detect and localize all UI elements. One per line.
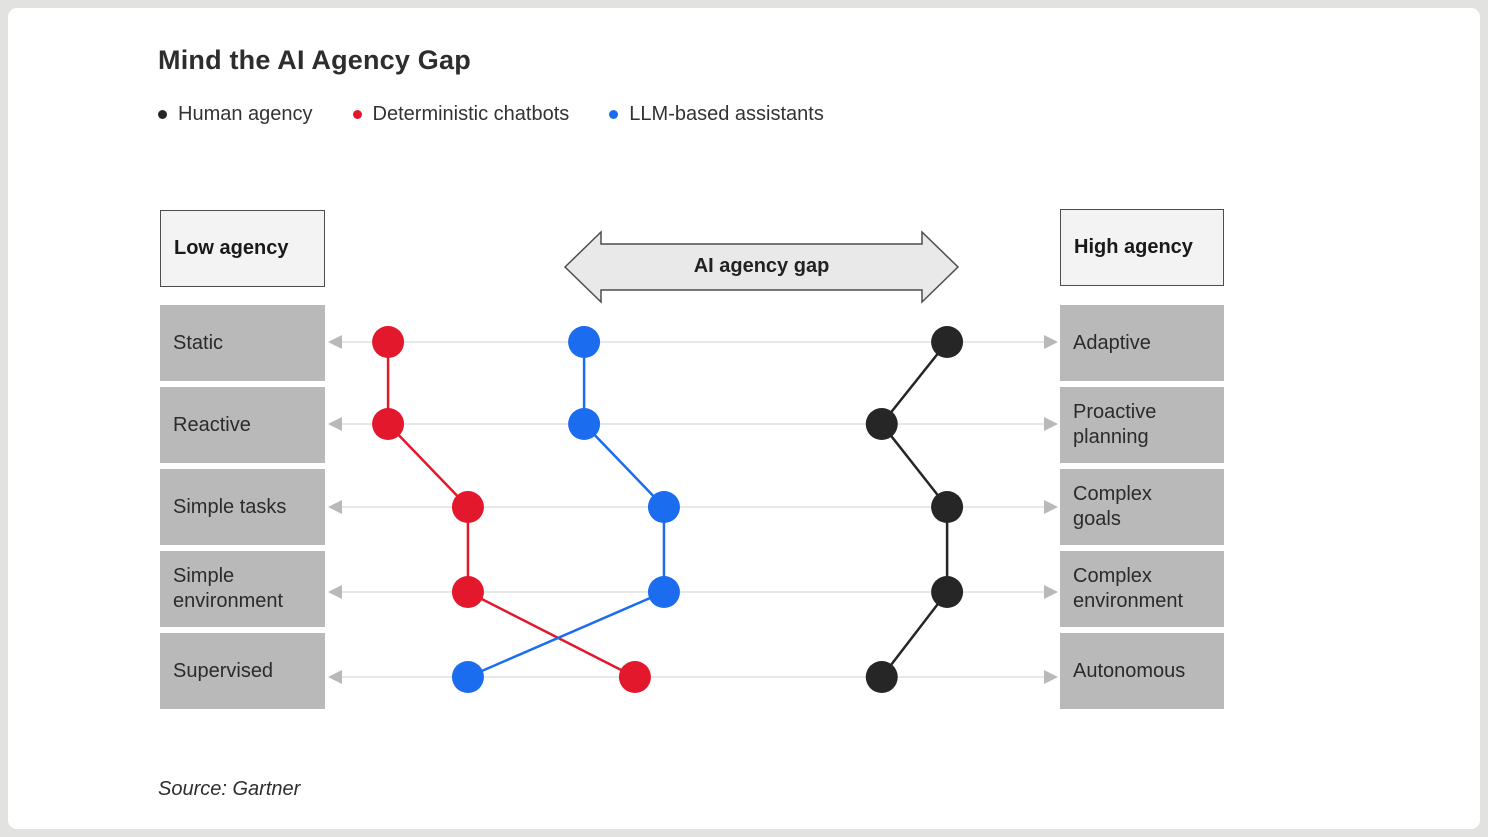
low-agency-box: Low agency bbox=[160, 210, 325, 287]
right-arrowhead-icon bbox=[1044, 335, 1058, 349]
data-point bbox=[451, 661, 484, 693]
left-arrowhead-icon bbox=[328, 670, 342, 684]
series-line bbox=[467, 342, 666, 679]
high-agency-label: High agency bbox=[1074, 236, 1193, 258]
legend-label: LLM-based assistants bbox=[629, 103, 824, 125]
left-box-static: Static bbox=[160, 305, 325, 381]
low-agency-label: Low agency bbox=[174, 237, 289, 259]
data-point bbox=[568, 326, 601, 358]
data-point bbox=[931, 491, 964, 523]
legend-item-human-agency: Human agency bbox=[158, 103, 313, 126]
data-point bbox=[931, 326, 964, 358]
left-box-reactive: Reactive bbox=[160, 387, 325, 463]
right-box-label: Complex environment bbox=[1073, 565, 1184, 612]
left-arrowhead-icon bbox=[328, 417, 342, 431]
left-box-simple-environment: Simple environment bbox=[160, 551, 325, 627]
data-point bbox=[931, 576, 964, 608]
right-box-autonomous: Autonomous bbox=[1060, 633, 1224, 709]
right-box-label: Complex goals bbox=[1073, 483, 1152, 530]
gap-arrow-shape bbox=[563, 230, 960, 304]
legend-item-deterministic-chatbots: Deterministic chatbots bbox=[352, 103, 570, 126]
left-box-simple-tasks: Simple tasks bbox=[160, 469, 325, 545]
legend-label: Deterministic chatbots bbox=[372, 103, 570, 125]
right-box-proactive-planning: Proactive planning bbox=[1060, 387, 1224, 463]
legend-dot-icon bbox=[158, 110, 167, 119]
legend-item-llm-based-assistants: LLM-based assistants bbox=[609, 103, 824, 126]
data-point bbox=[451, 491, 484, 523]
right-arrowhead-icon bbox=[1044, 670, 1058, 684]
left-arrowhead-icon bbox=[328, 335, 342, 349]
data-point bbox=[647, 491, 680, 523]
source-note: Source: Gartner bbox=[158, 778, 301, 800]
left-arrowhead-icon bbox=[328, 500, 342, 514]
high-agency-box: High agency bbox=[1060, 209, 1224, 286]
data-point bbox=[865, 408, 898, 440]
left-box-label: Supervised bbox=[173, 659, 274, 682]
legend-dot-icon bbox=[609, 110, 619, 119]
data-point bbox=[372, 326, 405, 358]
left-box-supervised: Supervised bbox=[160, 633, 325, 709]
chart-title: Mind the AI Agency Gap bbox=[158, 45, 471, 75]
data-point bbox=[865, 661, 898, 693]
left-box-label: Simple tasks bbox=[173, 495, 287, 518]
left-box-label: Simple environment bbox=[173, 565, 284, 612]
right-box-adaptive: Adaptive bbox=[1060, 305, 1224, 381]
legend-dot-icon bbox=[352, 110, 362, 119]
left-box-label: Static bbox=[173, 331, 224, 354]
data-point bbox=[647, 576, 680, 608]
legend: Human agency Deterministic chatbots LLM-… bbox=[158, 103, 824, 126]
left-arrowhead-icon bbox=[328, 585, 342, 599]
data-point bbox=[372, 408, 405, 440]
legend-label: Human agency bbox=[178, 103, 313, 125]
left-box-label: Reactive bbox=[173, 413, 251, 436]
right-arrowhead-icon bbox=[1044, 585, 1058, 599]
series-line bbox=[386, 342, 636, 679]
right-box-complex-environment: Complex environment bbox=[1060, 551, 1224, 627]
right-arrowhead-icon bbox=[1044, 417, 1058, 431]
right-box-label: Autonomous bbox=[1073, 659, 1186, 682]
right-box-label: Proactive planning bbox=[1073, 401, 1157, 448]
right-arrowhead-icon bbox=[1044, 500, 1058, 514]
right-box-label: Adaptive bbox=[1073, 331, 1151, 354]
data-point bbox=[451, 576, 484, 608]
data-point bbox=[618, 661, 651, 693]
data-point bbox=[568, 408, 601, 440]
right-box-complex-goals: Complex goals bbox=[1060, 469, 1224, 545]
ai-agency-gap-label: AI agency gap bbox=[693, 255, 830, 277]
